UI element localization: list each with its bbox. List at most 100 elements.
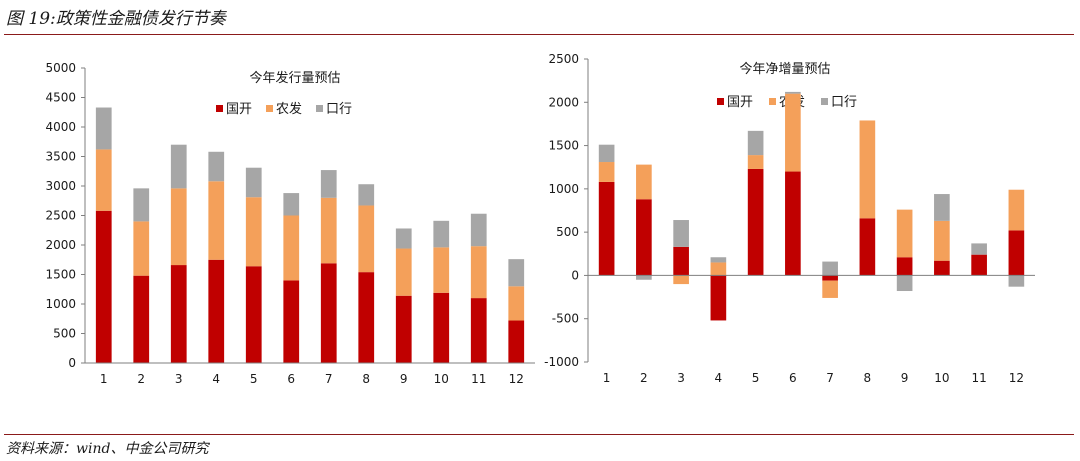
bar-kouxing-10 [433,220,450,248]
bar-nongfa-3 [170,188,187,266]
x-tick-label: 5 [250,372,258,386]
bar-kouxing-10 [934,194,950,221]
bar-guokai-1 [598,181,615,276]
bottom-rule [4,434,1074,435]
bar-kouxing-4 [710,257,727,263]
y-tick-label: 2500 [45,209,76,223]
bar-nongfa-8 [358,205,375,273]
bar-nongfa-10 [934,220,950,261]
x-tick-label: 8 [864,371,872,385]
bar-guokai-8 [358,272,375,363]
x-tick-label: 12 [1009,371,1024,385]
x-tick-label: 6 [287,372,295,386]
x-tick-label: 1 [100,372,108,386]
net-increase-y-axis: -1000 -500 0 500 1000 1500 2000 2500 [544,52,589,369]
bar-nongfa-7 [822,280,838,298]
x-tick-label: 3 [677,371,685,385]
bar-guokai-12 [508,320,525,363]
bar-nongfa-1 [95,149,112,211]
source-note: 资料来源：wind、中金公司研究 [6,441,209,457]
x-tick-label: 7 [325,372,333,386]
issuance-chart: 今年发行量预估 国开 农发 口行 0 500 1000 1500 2000 2500 300… [45,61,535,386]
bar-kouxing-11 [971,243,987,255]
bar-nongfa-5 [245,197,262,267]
bar-kouxing-6 [785,91,801,94]
bar-guokai-2 [133,275,150,363]
bar-kouxing-12 [1008,275,1025,287]
legend-label-guokai: 国开 [727,95,753,110]
bar-kouxing-3 [673,220,689,247]
bar-nongfa-2 [636,164,652,200]
x-tick-label: 8 [362,372,370,386]
bar-nongfa-5 [747,155,764,169]
legend-swatch-nongfa [769,98,776,105]
issuance-y-axis: 0 500 1000 1500 2000 2500 3000 3500 4000 4500 5000 [45,61,86,370]
issuance-bars [95,107,525,363]
bar-guokai-3 [673,246,689,276]
bar-nongfa-9 [395,248,412,296]
bar-guokai-2 [636,199,652,276]
y-tick-label: -1000 [544,355,579,369]
x-tick-label: 2 [640,371,648,385]
issuance-x-axis: 1 2 3 4 5 6 7 8 9 10 11 12 [85,362,535,386]
bar-nongfa-7 [320,197,337,264]
x-tick-label: 11 [471,372,486,386]
y-tick-label: 0 [68,356,76,370]
y-tick-label: 3000 [45,179,76,193]
legend-swatch-guokai [216,105,223,112]
y-tick-label: 1000 [548,182,579,196]
x-tick-label: 10 [934,371,949,385]
x-tick-label: 3 [175,372,183,386]
bar-nongfa-6 [283,215,300,281]
bar-kouxing-5 [245,167,262,198]
issuance-legend: 国开 农发 口行 [216,101,352,117]
bar-kouxing-2 [133,188,150,222]
y-tick-label: 0 [571,268,579,282]
legend-swatch-kouxing [821,98,828,105]
y-tick-label: -500 [552,312,579,326]
bar-kouxing-11 [470,213,487,247]
bar-guokai-5 [245,266,262,363]
bar-nongfa-9 [896,209,913,258]
bar-nongfa-10 [433,247,450,293]
bar-nongfa-4 [710,262,727,276]
y-tick-label: 1500 [45,268,76,282]
bar-kouxing-7 [822,261,838,276]
y-tick-label: 2000 [45,238,76,252]
y-tick-label: 2000 [548,95,579,109]
x-tick-label: 4 [212,372,220,386]
net-increase-bars [598,91,1025,321]
y-tick-label: 4000 [45,120,76,134]
bar-guokai-10 [433,292,450,363]
bar-kouxing-1 [95,107,112,150]
legend-swatch-guokai [717,98,724,105]
bar-guokai-9 [896,257,913,276]
bar-kouxing-7 [320,170,337,198]
bar-nongfa-1 [598,162,615,182]
bar-guokai-10 [934,260,950,276]
bar-kouxing-4 [208,151,225,182]
bar-kouxing-5 [747,130,764,156]
bar-guokai-4 [208,259,225,363]
bar-kouxing-8 [358,184,375,206]
bar-nongfa-2 [133,221,150,276]
bar-kouxing-9 [896,275,913,292]
net-increase-x-axis: 1 2 3 4 5 6 7 8 9 10 11 12 [588,274,1035,385]
legend-label-kouxing: 口行 [326,102,352,117]
bar-nongfa-8 [859,120,876,219]
top-rule [4,34,1074,35]
legend-swatch-nongfa [266,105,273,112]
bar-guokai-9 [395,295,412,363]
x-tick-label: 9 [400,372,408,386]
x-tick-label: 9 [901,371,909,385]
bar-nongfa-12 [1008,189,1025,231]
y-tick-label: 2500 [548,52,579,66]
bar-guokai-4 [710,275,727,321]
net-increase-chart-title: 今年净增量预估 [739,61,830,77]
bar-nongfa-12 [508,286,525,321]
y-tick-label: 3500 [45,150,76,164]
bar-guokai-11 [470,298,487,363]
issuance-chart-title: 今年发行量预估 [249,70,340,86]
bar-guokai-5 [747,168,764,276]
bar-nongfa-6 [785,93,801,172]
